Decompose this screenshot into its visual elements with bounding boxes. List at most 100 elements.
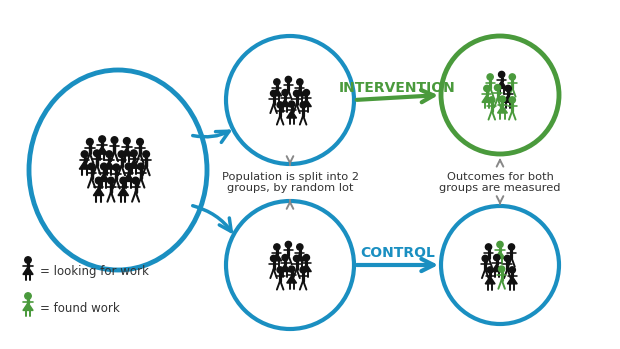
Circle shape <box>288 101 294 107</box>
Polygon shape <box>495 251 505 259</box>
Polygon shape <box>286 111 296 118</box>
Circle shape <box>293 255 299 261</box>
Circle shape <box>25 257 31 263</box>
Circle shape <box>300 102 306 108</box>
Polygon shape <box>23 303 33 311</box>
Polygon shape <box>497 106 507 113</box>
Circle shape <box>509 74 515 80</box>
Polygon shape <box>23 267 33 274</box>
Circle shape <box>81 151 88 157</box>
Polygon shape <box>99 173 109 181</box>
Polygon shape <box>79 161 90 169</box>
Polygon shape <box>280 99 290 106</box>
Circle shape <box>293 90 299 97</box>
Circle shape <box>297 79 303 85</box>
Circle shape <box>303 89 309 96</box>
Circle shape <box>136 139 143 145</box>
Circle shape <box>99 136 105 142</box>
Circle shape <box>100 163 107 170</box>
Circle shape <box>505 85 511 91</box>
Circle shape <box>87 139 93 145</box>
Polygon shape <box>503 95 513 102</box>
Circle shape <box>282 89 288 96</box>
Polygon shape <box>286 276 296 283</box>
Circle shape <box>303 254 309 261</box>
Circle shape <box>509 97 515 103</box>
FancyArrowPatch shape <box>286 156 293 164</box>
Polygon shape <box>94 188 104 195</box>
Circle shape <box>485 244 492 250</box>
Circle shape <box>504 255 510 261</box>
Circle shape <box>118 151 125 157</box>
Text: Population is split into 2
groups, by random lot: Population is split into 2 groups, by ra… <box>221 172 358 193</box>
Circle shape <box>494 254 500 261</box>
Circle shape <box>285 242 291 248</box>
Circle shape <box>487 74 494 80</box>
Circle shape <box>274 79 280 85</box>
Circle shape <box>143 151 149 157</box>
Circle shape <box>509 267 515 273</box>
FancyArrowPatch shape <box>497 196 503 203</box>
Circle shape <box>94 150 100 157</box>
Text: CONTROL: CONTROL <box>360 246 435 260</box>
Text: INTERVENTION: INTERVENTION <box>339 81 456 95</box>
Polygon shape <box>301 264 311 272</box>
FancyArrowPatch shape <box>193 206 231 231</box>
Circle shape <box>277 267 283 273</box>
Circle shape <box>499 96 505 102</box>
Circle shape <box>274 244 280 250</box>
Circle shape <box>482 255 489 261</box>
FancyArrowPatch shape <box>193 131 229 142</box>
Polygon shape <box>104 161 115 169</box>
FancyArrowPatch shape <box>356 90 433 102</box>
Circle shape <box>508 244 515 250</box>
Circle shape <box>497 242 503 248</box>
Polygon shape <box>128 160 139 168</box>
Text: = found work: = found work <box>40 302 120 314</box>
Circle shape <box>277 102 283 108</box>
Text: = looking for work: = looking for work <box>40 266 149 279</box>
Circle shape <box>498 266 505 272</box>
Polygon shape <box>301 99 311 106</box>
Circle shape <box>288 266 294 272</box>
Polygon shape <box>272 89 282 96</box>
Circle shape <box>498 72 505 77</box>
Polygon shape <box>123 173 134 181</box>
Circle shape <box>285 76 291 83</box>
Polygon shape <box>485 276 495 284</box>
Circle shape <box>484 85 490 91</box>
Circle shape <box>297 244 303 250</box>
Polygon shape <box>122 148 132 156</box>
Polygon shape <box>497 81 507 88</box>
Polygon shape <box>492 264 502 272</box>
Circle shape <box>108 177 114 184</box>
Polygon shape <box>295 89 305 96</box>
Polygon shape <box>118 188 128 195</box>
Polygon shape <box>482 95 492 102</box>
Circle shape <box>88 163 95 170</box>
Polygon shape <box>295 253 305 261</box>
Circle shape <box>125 163 132 170</box>
Circle shape <box>487 267 494 273</box>
Circle shape <box>282 254 288 261</box>
FancyArrowPatch shape <box>356 259 433 271</box>
Circle shape <box>494 84 501 91</box>
FancyArrowPatch shape <box>497 160 503 166</box>
Circle shape <box>132 177 139 184</box>
Polygon shape <box>97 146 107 154</box>
Circle shape <box>270 90 277 97</box>
Circle shape <box>270 255 277 261</box>
Text: Outcomes for both
groups are measured: Outcomes for both groups are measured <box>439 172 560 193</box>
Polygon shape <box>507 276 517 284</box>
Circle shape <box>25 293 31 299</box>
Polygon shape <box>280 264 290 272</box>
Circle shape <box>489 97 495 103</box>
Circle shape <box>113 164 120 171</box>
Circle shape <box>95 177 102 184</box>
Circle shape <box>106 151 113 157</box>
Polygon shape <box>272 253 282 261</box>
Circle shape <box>300 267 306 273</box>
FancyArrowPatch shape <box>286 200 293 209</box>
Circle shape <box>111 137 118 143</box>
Circle shape <box>138 163 144 170</box>
